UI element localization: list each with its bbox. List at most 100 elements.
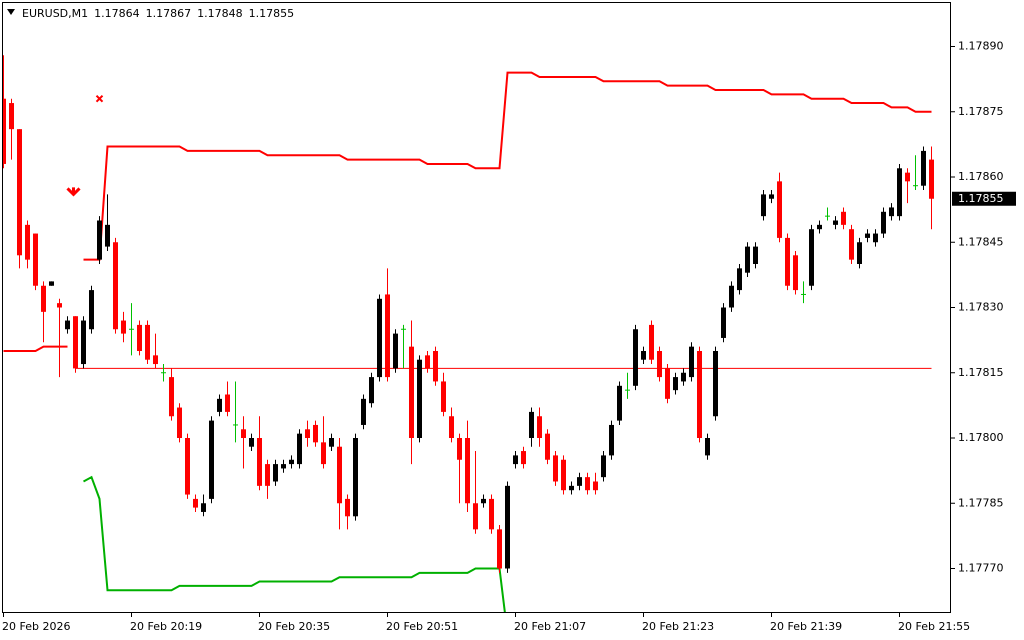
- candle-body: [713, 351, 718, 417]
- signal-cross: [95, 94, 104, 103]
- candle-body: [393, 333, 398, 369]
- candle-body: [833, 220, 838, 225]
- candle-body: [761, 194, 766, 217]
- candle-body: [9, 103, 14, 130]
- candle-body: [329, 438, 334, 447]
- y-tick-label: 1.17800: [958, 431, 1004, 444]
- y-tick-label: 1.17860: [958, 170, 1004, 183]
- candle-body: [929, 159, 934, 199]
- x-tick-label: 20 Feb 21:07: [514, 620, 586, 633]
- candle-body: [193, 498, 198, 508]
- candle-body: [185, 438, 190, 495]
- candle-body: [249, 438, 254, 447]
- candle-body: [585, 477, 590, 491]
- candle-body: [817, 224, 822, 230]
- candle-body: [689, 346, 694, 378]
- candle-body: [697, 351, 702, 438]
- candle-body: [313, 424, 318, 443]
- candle-body: [169, 377, 174, 417]
- candle-body: [881, 211, 886, 234]
- candle-body: [465, 438, 470, 504]
- candle-body: [705, 438, 710, 456]
- axes: 1.17890 1.17875 1.17860 1.17845 1.17830 1.178…: [2, 40, 1016, 633]
- candle-body: [609, 424, 614, 456]
- candle-body: [385, 294, 390, 378]
- header-high: 1.17867: [146, 7, 192, 20]
- candle-body: [657, 351, 662, 378]
- last-price-box: [952, 191, 1016, 206]
- candle-body: [681, 372, 686, 382]
- candle-body: [353, 438, 358, 517]
- candle-body: [561, 459, 566, 491]
- indicator-line: [83, 475, 506, 612]
- candle-body: [721, 307, 726, 338]
- candle-body: [265, 464, 270, 486]
- candle-body: [905, 172, 910, 182]
- candle-body: [505, 485, 510, 569]
- x-tick-label: 20 Feb 21:55: [898, 620, 970, 633]
- candle-body: [529, 411, 534, 438]
- candle-body: [481, 498, 486, 504]
- candle-body: [673, 377, 678, 391]
- candle-body: [409, 346, 414, 438]
- candle-body: [361, 398, 366, 425]
- candle-body: [617, 385, 622, 421]
- x-tick-label: 20 Feb 21:23: [642, 620, 714, 633]
- candle-body: [273, 464, 278, 482]
- candle-body: [209, 420, 214, 499]
- candle-body: [305, 429, 310, 438]
- candle-body: [345, 498, 350, 517]
- x-tick-label: 20 Feb 20:19: [130, 620, 202, 633]
- y-tick-label: 1.17785: [958, 496, 1004, 509]
- candle-body: [897, 168, 902, 217]
- y-tick-label: 1.17830: [958, 301, 1004, 314]
- candle-body: [521, 451, 526, 465]
- candle-body: [17, 129, 22, 256]
- candle-body: [793, 255, 798, 291]
- y-tick-label: 1.17770: [958, 562, 1004, 575]
- candle-body: [513, 455, 518, 465]
- candle-body: [369, 377, 374, 404]
- candle-body: [601, 455, 606, 478]
- candle-body: [105, 224, 110, 247]
- plot-area: [3, 55, 934, 612]
- candle-body: [217, 398, 222, 412]
- candle-body: [865, 233, 870, 238]
- candle-body: [441, 381, 446, 412]
- candle-body: [593, 481, 598, 491]
- x-tick-label: 20 Feb 21:39: [770, 620, 842, 633]
- candle-body: [57, 303, 62, 308]
- candle-body: [137, 324, 142, 351]
- y-tick-label: 1.17875: [958, 105, 1004, 118]
- candle-body: [737, 268, 742, 291]
- candle-body: [857, 242, 862, 264]
- header-open: 1.17864: [94, 7, 140, 20]
- candle-body: [241, 429, 246, 438]
- y-tick-label: 1.17890: [958, 40, 1004, 53]
- candle-body: [33, 233, 38, 286]
- collapse-icon[interactable]: [7, 9, 15, 15]
- candle-body: [729, 285, 734, 308]
- candle-body: [537, 416, 542, 438]
- candle-body: [65, 320, 70, 330]
- candle-body: [113, 242, 118, 330]
- candle-body: [745, 246, 750, 273]
- candle-body: [89, 290, 94, 330]
- candle-body: [841, 211, 846, 225]
- candle-body: [497, 529, 502, 569]
- candle-body: [337, 446, 342, 504]
- candle-body: [201, 503, 206, 512]
- candle-body: [97, 220, 102, 260]
- candle-body: [121, 320, 126, 334]
- candle-body: [569, 485, 574, 491]
- candle-body: [457, 438, 462, 460]
- candle-body: [873, 233, 878, 243]
- candle-body: [81, 320, 86, 365]
- candle-body: [849, 229, 854, 260]
- candle-body: [809, 229, 814, 286]
- candle-body: [473, 503, 478, 530]
- indicator-line: [3, 71, 932, 352]
- candle-body: [889, 207, 894, 217]
- candle-body: [449, 416, 454, 438]
